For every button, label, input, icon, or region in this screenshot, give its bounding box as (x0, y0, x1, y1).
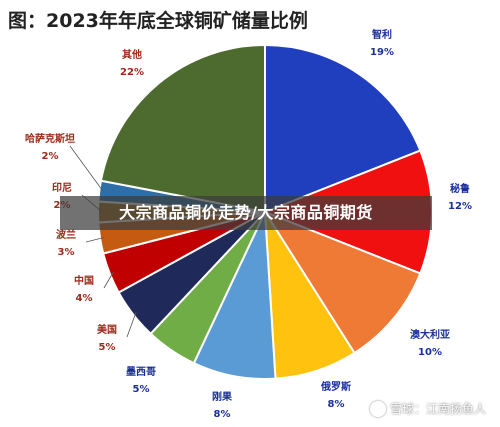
leader-line-7 (103, 271, 114, 289)
slice-label-1: 秘鲁 (450, 182, 470, 195)
slice-value-2: 10% (418, 347, 442, 358)
watermark: 雪球：江南扬鱼人 (369, 400, 486, 417)
slice-value-7: 4% (76, 293, 93, 304)
slice-label-10: 哈萨克斯坦 (25, 132, 75, 145)
slice-value-10: 2% (42, 151, 59, 162)
watermark-text: 雪球：江南扬鱼人 (389, 402, 486, 416)
slice-value-4: 8% (214, 409, 231, 420)
slice-value-11: 22% (120, 67, 144, 78)
leader-line-6 (126, 311, 137, 338)
slice-label-4: 刚果 (212, 390, 233, 403)
slice-value-3: 8% (328, 399, 345, 410)
chart-title: 图：2023年年底全球铜矿储量比例 (8, 10, 308, 32)
slice-label-3: 俄罗斯 (320, 380, 351, 393)
slice-label-6: 美国 (97, 323, 117, 336)
slice-label-9: 印尼 (52, 182, 72, 194)
pie-slice-2 (262, 209, 422, 355)
slice-value-6: 5% (99, 342, 116, 353)
slice-value-5: 5% (133, 384, 150, 395)
headline-overlay: 大宗商品铜价走势/大宗商品铜期货 (60, 196, 432, 230)
pie-slice-11 (99, 43, 266, 214)
slice-label-0: 智利 (372, 28, 392, 41)
slice-label-11: 其他 (122, 48, 142, 61)
slice-value-1: 12% (448, 201, 472, 212)
slice-label-2: 澳大利亚 (410, 328, 450, 341)
slice-label-7: 中国 (74, 274, 94, 287)
snowball-logo-icon (369, 400, 386, 417)
slice-label-5: 墨西哥 (126, 366, 156, 378)
leader-line-10 (69, 145, 104, 192)
leader-line-8 (85, 237, 105, 243)
slice-value-0: 19% (370, 47, 394, 58)
pie-slice-0 (264, 43, 422, 214)
slice-value-8: 3% (58, 247, 75, 258)
slice-label-8: 波兰 (56, 228, 76, 241)
